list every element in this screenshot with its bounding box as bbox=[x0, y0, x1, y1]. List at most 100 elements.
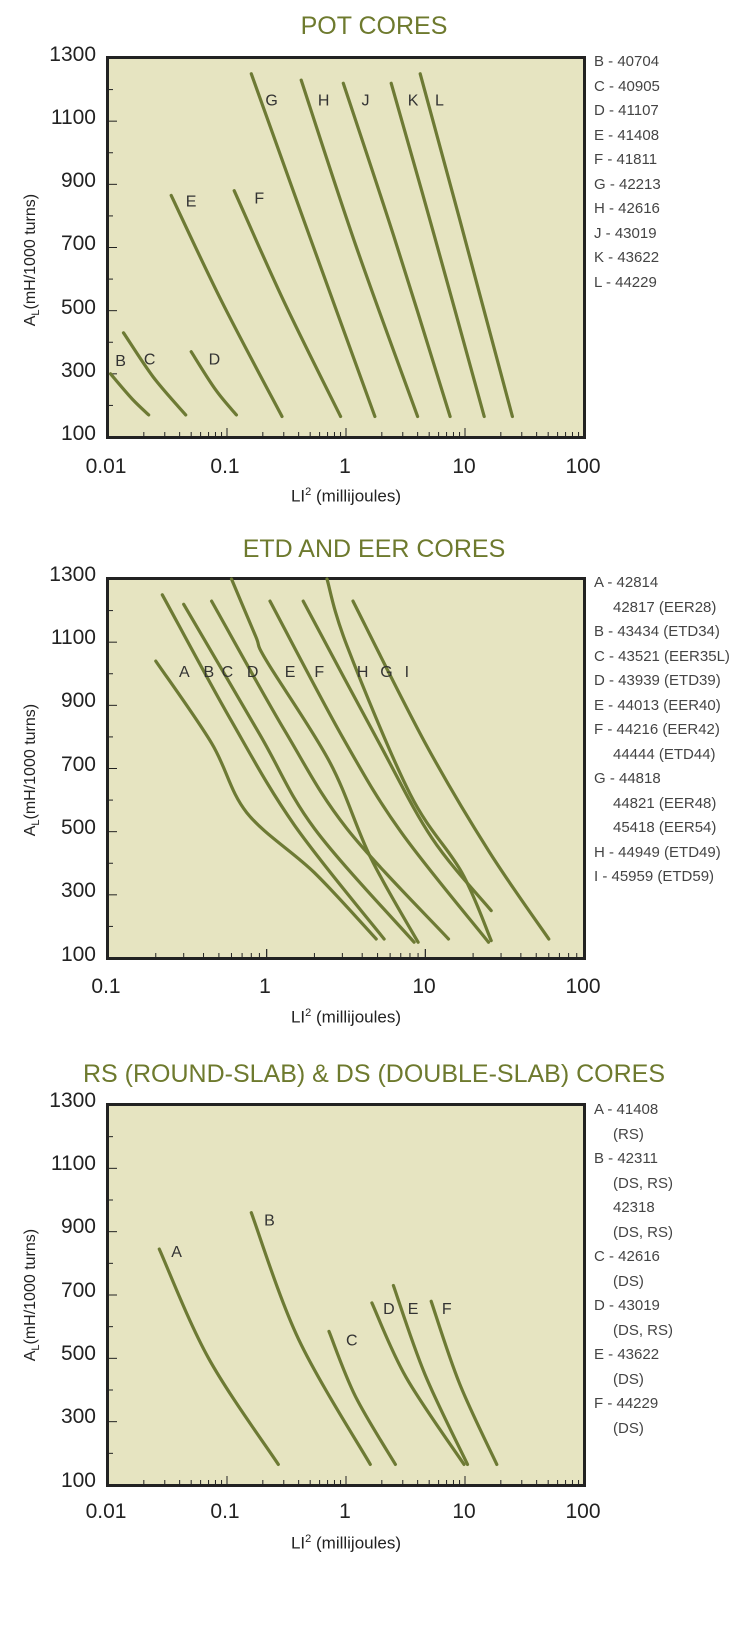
series-label-E: E bbox=[285, 664, 296, 681]
y-tick-label: 300 bbox=[60, 1405, 96, 1428]
series-label-D: D bbox=[209, 351, 221, 368]
legend-entry: G - 44818 bbox=[594, 770, 661, 787]
legend-entry: B - 40704 bbox=[594, 53, 660, 70]
series-label-F: F bbox=[314, 664, 324, 681]
x-tick-label: 100 bbox=[565, 975, 601, 998]
legend-entry: F - 44216 (EER42) bbox=[594, 721, 720, 738]
series-line-A bbox=[157, 1247, 280, 1466]
series-line-C bbox=[327, 1329, 397, 1466]
legend: A - 42814 42817 (EER28) B - 43434 (ETD34) C… bbox=[594, 571, 730, 890]
series-label-L: L bbox=[435, 92, 444, 109]
legend-entry: A - 42814 bbox=[594, 574, 659, 591]
x-axis-label: LI2 (millijoules) bbox=[290, 486, 402, 506]
series-label-B: B bbox=[264, 1212, 275, 1229]
series-label-B: B bbox=[115, 353, 126, 370]
legend-entry: (DS, RS) bbox=[613, 1223, 673, 1241]
legend: B - 40704 C - 40905 D - 41107 E - 41408 F - … bbox=[594, 50, 661, 295]
series-label-I: I bbox=[405, 664, 409, 681]
series-line-D bbox=[210, 599, 451, 941]
series-label-G: G bbox=[265, 92, 277, 109]
y-tick-label: 1100 bbox=[50, 1152, 96, 1175]
legend-entry: C - 42616 bbox=[594, 1248, 660, 1265]
legend-entry: L - 44229 bbox=[594, 273, 657, 291]
legend-entry: (DS, RS) bbox=[613, 1321, 673, 1339]
series-line-B bbox=[160, 593, 386, 941]
legend-entry: D - 41107 bbox=[594, 102, 659, 119]
series-line-C bbox=[182, 602, 416, 944]
x-axis-label: LI2 (millijoules) bbox=[290, 1533, 402, 1553]
x-tick-label: 100 bbox=[565, 1500, 601, 1523]
y-tick-label: 500 bbox=[60, 1342, 96, 1365]
y-tick-label: 500 bbox=[60, 296, 96, 319]
series-line-H bbox=[299, 78, 420, 419]
y-tick-label: 100 bbox=[60, 1469, 96, 1492]
legend-entry: K - 43622 bbox=[594, 249, 660, 266]
y-tick-label: 900 bbox=[60, 689, 96, 712]
legend-entry: (DS) bbox=[613, 1272, 644, 1290]
plot-area bbox=[106, 56, 586, 439]
y-tick-label: 1300 bbox=[49, 1089, 96, 1112]
x-tick-label: 1 bbox=[259, 975, 271, 998]
legend-entry: D - 43019 bbox=[594, 1297, 660, 1314]
series-line-B bbox=[249, 1211, 372, 1466]
y-tick-label: 300 bbox=[60, 879, 96, 902]
legend-entry: B - 42311 bbox=[594, 1150, 658, 1167]
series-line-E bbox=[169, 193, 284, 419]
legend-entry: H - 44949 (ETD49) bbox=[594, 843, 721, 861]
legend-entry: H - 42616 bbox=[594, 200, 660, 217]
series-line-G bbox=[301, 599, 493, 913]
legend-entry: I - 45959 (ETD59) bbox=[594, 868, 715, 885]
x-axis-label: LI2 (millijoules) bbox=[290, 1007, 402, 1027]
series-label-A: A bbox=[171, 1244, 182, 1261]
plot-curves: B C D E F G H J K L bbox=[107, 57, 585, 438]
y-tick-label: 900 bbox=[60, 169, 96, 192]
y-tick-label: 700 bbox=[60, 232, 96, 255]
y-tick-label: 500 bbox=[60, 816, 96, 839]
series-label-C: C bbox=[222, 664, 234, 681]
x-tick-label: 1 bbox=[339, 455, 351, 478]
legend-entry: D - 43939 (ETD39) bbox=[594, 672, 721, 689]
legend-entry: F - 44229 bbox=[594, 1395, 659, 1412]
chart-title: ETD AND EER CORES bbox=[242, 535, 506, 563]
x-tick-label: 1 bbox=[339, 1500, 351, 1523]
x-tick-label: 0.01 bbox=[85, 1500, 127, 1523]
x-tick-label: 0.1 bbox=[91, 975, 121, 998]
series-line-F bbox=[429, 1299, 499, 1466]
y-tick-label: 900 bbox=[60, 1215, 96, 1238]
legend-entry: (DS, RS) bbox=[613, 1174, 673, 1192]
legend-entry: E - 43622 bbox=[594, 1346, 660, 1363]
series-line-G bbox=[249, 72, 377, 419]
y-tick-label: 300 bbox=[60, 359, 96, 382]
y-tick-label: 100 bbox=[60, 422, 96, 445]
x-tick-label: 10 bbox=[452, 1500, 476, 1523]
legend-entry: A - 41408 bbox=[594, 1101, 659, 1118]
legend-entry: 42817 (EER28) bbox=[613, 598, 717, 616]
series-line-J bbox=[341, 81, 452, 419]
legend-entry: 44821 (EER48) bbox=[613, 794, 717, 812]
series-label-E: E bbox=[408, 1301, 419, 1318]
legend-entry: 45418 (EER54) bbox=[613, 819, 717, 836]
series-label-A: A bbox=[179, 664, 190, 681]
legend-entry: G - 42213 bbox=[594, 175, 661, 193]
series-label-B: B bbox=[204, 664, 215, 681]
series-label-H: H bbox=[357, 664, 369, 681]
y-tick-label: 1300 bbox=[49, 563, 96, 586]
series-label-D: D bbox=[383, 1301, 395, 1318]
series-line-D bbox=[370, 1301, 466, 1466]
y-tick-label: 700 bbox=[60, 1279, 96, 1302]
series-line-E bbox=[391, 1283, 470, 1466]
series-line-F bbox=[268, 599, 491, 944]
x-tick-label: 100 bbox=[565, 455, 601, 478]
series-label-J: J bbox=[362, 92, 370, 109]
legend-entry: (RS) bbox=[613, 1125, 644, 1143]
series-label-H: H bbox=[318, 92, 330, 109]
x-tick-label: 10 bbox=[412, 975, 436, 998]
series-line-B bbox=[108, 372, 151, 417]
legend-entry: 44444 (ETD44) bbox=[613, 745, 716, 763]
chart-title: RS (ROUND-SLAB) & DS (DOUBLE-SLAB) CORES bbox=[82, 1060, 666, 1088]
y-tick-label: 1100 bbox=[50, 106, 96, 129]
legend-entry: J - 43019 bbox=[594, 224, 657, 242]
series-line-E bbox=[229, 577, 420, 944]
